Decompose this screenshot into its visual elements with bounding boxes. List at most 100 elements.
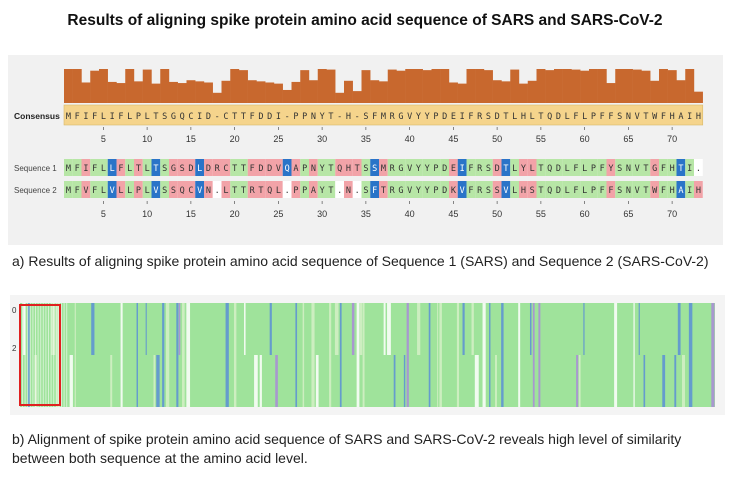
sequence-1-cell — [239, 159, 248, 176]
sequence-2-residue: R — [250, 186, 256, 196]
alignment-panel: Consensus M F I F L I F L P L T S G Q C I D - C T T F D D I - P P N Y T… — [8, 55, 723, 245]
ruler-label: 55 — [536, 134, 546, 144]
sequence-1-cell — [527, 159, 537, 176]
consensus-residue: M — [381, 112, 386, 122]
consensus-residue: Y — [416, 112, 421, 122]
consensus-residue: M — [66, 112, 71, 122]
overview-stripe — [110, 355, 113, 407]
sequence-1-residue: H — [670, 164, 675, 174]
overview-stripe — [225, 303, 229, 407]
sequence-2-cell — [116, 181, 126, 198]
sequence-2-residue: T — [258, 186, 263, 196]
sequence-2-cell — [379, 181, 388, 198]
conservation-bar — [667, 70, 677, 103]
sequence-1-cell — [256, 159, 266, 176]
conservation-bar — [90, 70, 100, 103]
sequence-1-residue: P — [433, 164, 438, 174]
overview-stripe — [387, 303, 391, 355]
consensus-residue: H — [346, 112, 351, 122]
sequence-2-residue: A — [311, 186, 316, 196]
sequence-1-cell — [335, 159, 344, 176]
ruler-label: 25 — [273, 134, 283, 144]
sequence-1-cell — [282, 159, 292, 176]
sequence-2-residue: V — [503, 186, 508, 196]
sequence-2-cell — [545, 181, 554, 198]
sequence-2-residue: V — [110, 186, 115, 196]
sequence-2-residue: S — [530, 186, 535, 196]
conservation-bar — [431, 69, 441, 103]
sequence-2-cell — [125, 181, 134, 198]
conservation-bar — [580, 70, 590, 103]
sequence-1-residue: Y — [521, 164, 526, 174]
conservation-bar — [571, 69, 581, 103]
sequence-2-residue: P — [302, 186, 307, 196]
sequence-2-residue: S — [486, 186, 491, 196]
consensus-residue: F — [608, 112, 613, 122]
sequence-2-residue: D — [442, 186, 447, 196]
sequence-1-residue: D — [442, 164, 447, 174]
sequence-2-cell — [501, 181, 511, 198]
sequence-1-cell — [291, 159, 301, 176]
sequence-2-cell — [344, 181, 353, 198]
sequence-1-cell — [519, 159, 528, 176]
overview-stripe — [576, 355, 579, 407]
consensus-residue: T — [328, 112, 333, 122]
sequence-2-residue: R — [390, 186, 396, 196]
sequence-1-residue: F — [661, 164, 666, 174]
sequence-1-cell — [431, 159, 441, 176]
overview-stripe — [437, 303, 439, 407]
consensus-residue: P — [591, 112, 596, 122]
overview-stripe — [677, 303, 681, 355]
ruler-label-bottom: 40 — [405, 209, 415, 219]
sequence-2-residue: L — [565, 186, 570, 196]
sequence-2-cell — [274, 181, 283, 198]
sequence-1-residue: D — [188, 164, 193, 174]
overview-stripe — [315, 355, 319, 407]
sequence-2-cell — [641, 181, 651, 198]
sequence-1-residue: F — [600, 164, 605, 174]
overview-stripe — [403, 355, 406, 407]
ruler-label-bottom: 5 — [101, 209, 106, 219]
overview-stripe — [27, 303, 30, 407]
consensus-residue: E — [451, 112, 456, 122]
conservation-bar — [291, 81, 301, 103]
consensus-residue: F — [75, 112, 80, 122]
sequence-1-residue: Q — [337, 164, 342, 174]
sequence-1-residue: G — [652, 164, 657, 174]
consensus-residue: F — [92, 112, 97, 122]
sequence-1-cell — [387, 159, 397, 176]
ruler-label: 5 — [101, 134, 106, 144]
sequence-1-residue: G — [398, 164, 403, 174]
sequence-2-residue: F — [92, 186, 97, 196]
sequence-1-cell — [151, 159, 161, 176]
sequence-1-residue: S — [363, 164, 368, 174]
overview-stripe — [91, 303, 95, 355]
sequence-2-cell — [527, 181, 537, 198]
sequence-2-cell — [291, 181, 301, 198]
conservation-bar — [554, 69, 563, 103]
sequence-2-cell — [650, 181, 659, 198]
sequence-2-cell — [615, 181, 624, 198]
conservation-bar — [230, 69, 240, 103]
ruler-label-bottom: 60 — [580, 209, 590, 219]
overview-stripe — [529, 303, 532, 355]
overview-stripe — [176, 303, 179, 407]
consensus-residue: S — [617, 112, 622, 122]
ruler-label-bottom: 20 — [230, 209, 240, 219]
consensus-residue: L — [127, 112, 132, 122]
overview-stripe — [329, 303, 332, 407]
consensus-residue: - — [355, 112, 360, 122]
sequence-2-label: Sequence 2 — [14, 186, 57, 195]
conservation-bar — [177, 83, 187, 103]
consensus-residue: C — [188, 112, 193, 122]
sequence-1-residue: T — [503, 164, 508, 174]
conservation-bar — [414, 69, 423, 103]
sequence-1-label: Sequence 1 — [14, 164, 57, 173]
overview-stripe — [538, 303, 541, 407]
sequence-2-residue: T — [538, 186, 543, 196]
sequence-1-cell — [317, 159, 327, 176]
sequence-1-cell — [554, 159, 563, 176]
sequence-1-cell — [580, 159, 589, 176]
overview-stripe — [162, 303, 165, 407]
